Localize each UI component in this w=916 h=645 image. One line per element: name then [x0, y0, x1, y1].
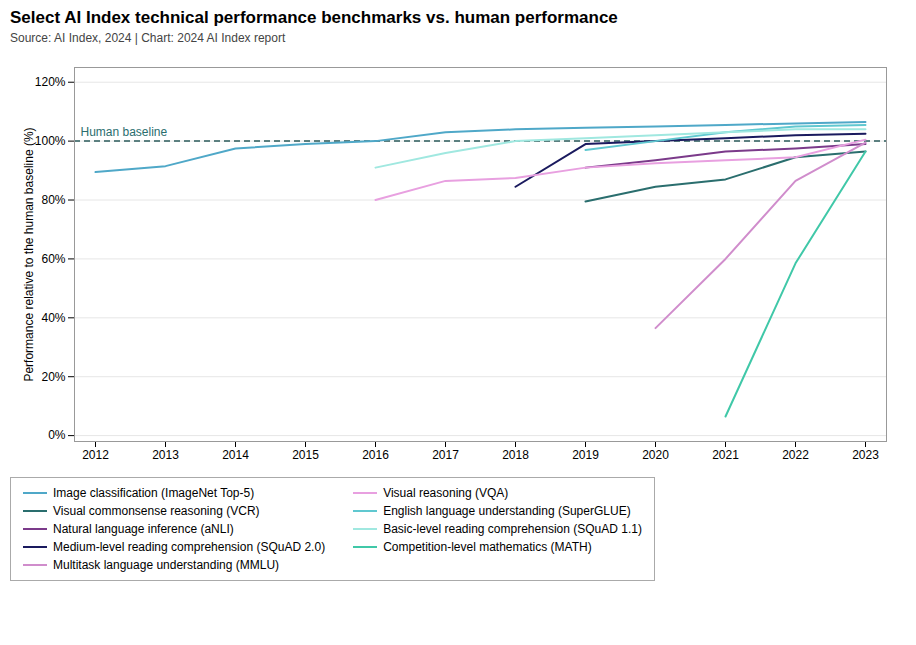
svg-text:120%: 120%	[35, 75, 66, 89]
svg-text:2020: 2020	[642, 448, 669, 462]
svg-text:60%: 60%	[41, 252, 65, 266]
svg-text:40%: 40%	[41, 311, 65, 325]
svg-text:Human baseline: Human baseline	[81, 125, 168, 139]
svg-text:100%: 100%	[35, 134, 66, 148]
svg-text:2012: 2012	[82, 448, 109, 462]
html-text:Medium-level reading comprehen: Medium-level reading comprehension (SQuA…	[53, 540, 326, 554]
svg-text:0%: 0%	[48, 428, 66, 442]
svg-text:2018: 2018	[502, 448, 529, 462]
svg-text:2022: 2022	[782, 448, 809, 462]
svg-text:2019: 2019	[572, 448, 599, 462]
html-text:Visual reasoning (VQA): Visual reasoning (VQA)	[383, 486, 509, 500]
svg-text:20%: 20%	[41, 370, 65, 384]
html-text:Basic-level reading comprehens: Basic-level reading comprehension (SQuAD…	[383, 522, 642, 536]
svg-text:2016: 2016	[362, 448, 389, 462]
html-text:Multitask language understandi: Multitask language understanding (MMLU)	[53, 558, 280, 572]
html-text:Visual commonsense reasoning (: Visual commonsense reasoning (VCR)	[53, 504, 260, 518]
svg-text:2021: 2021	[712, 448, 739, 462]
html-text:Image classification (ImageNet: Image classification (ImageNet Top-5)	[53, 486, 255, 500]
svg-text:2013: 2013	[152, 448, 179, 462]
svg-text:2023: 2023	[852, 448, 879, 462]
svg-text:2017: 2017	[432, 448, 459, 462]
html-text:Natural language inference (aN: Natural language inference (aNLI)	[53, 522, 234, 536]
html-text:Source: AI Index, 2024 | Chart: Source: AI Index, 2024 | Chart: 2024 AI …	[10, 31, 286, 45]
svg-text:Performance relative to the hu: Performance relative to the human baseli…	[22, 127, 36, 381]
html-text:Competition-level mathematics: Competition-level mathematics (MATH)	[383, 540, 592, 554]
svg-text:80%: 80%	[41, 193, 65, 207]
html-text:Select AI Index technical perf: Select AI Index technical performance be…	[10, 8, 618, 27]
svg-text:2014: 2014	[222, 448, 249, 462]
svg-text:2015: 2015	[292, 448, 319, 462]
html-text:English language understanding: English language understanding (SuperGLU…	[383, 504, 631, 518]
